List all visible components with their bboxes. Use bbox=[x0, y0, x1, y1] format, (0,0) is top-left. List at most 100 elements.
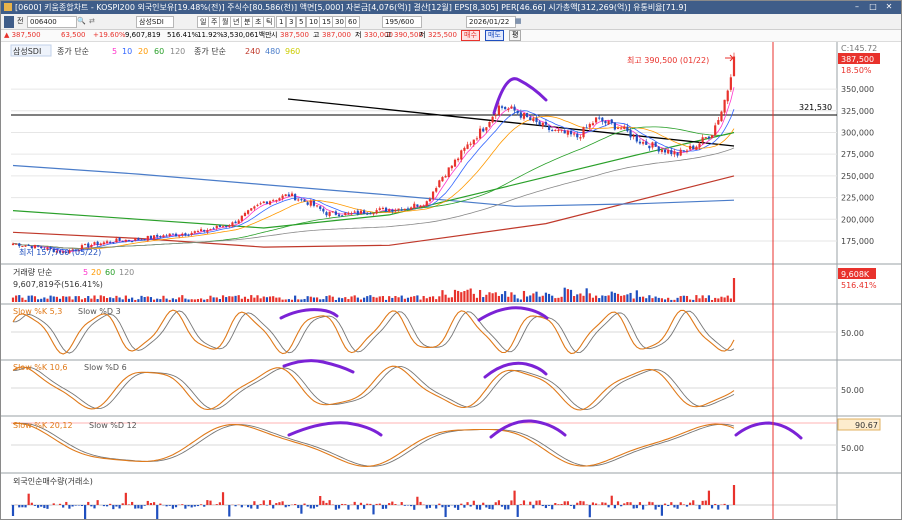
trend-line[interactable] bbox=[287, 98, 735, 147]
volume-bar bbox=[585, 288, 588, 302]
interval-1-button[interactable]: 1 bbox=[276, 16, 287, 28]
volume-bar bbox=[607, 295, 610, 302]
volume-bar bbox=[65, 296, 68, 302]
foreign-bar bbox=[663, 503, 667, 505]
foreign-bar bbox=[52, 503, 55, 505]
foreign-bar bbox=[685, 505, 689, 507]
foreign-bar bbox=[24, 505, 27, 508]
candle-body bbox=[641, 142, 645, 144]
candle-body bbox=[231, 222, 234, 227]
volume-bar bbox=[146, 296, 149, 302]
foreign-bar bbox=[294, 504, 297, 505]
candle-body bbox=[732, 56, 736, 77]
volume-bar bbox=[547, 293, 551, 302]
buy-button[interactable]: 매수 bbox=[461, 30, 480, 41]
foreign-bar bbox=[504, 505, 507, 510]
search-icon[interactable]: 🔍 bbox=[77, 17, 86, 25]
candle-body bbox=[516, 110, 519, 114]
candle-body bbox=[463, 147, 466, 151]
candle-body bbox=[149, 235, 153, 239]
foreign-bar bbox=[300, 505, 303, 514]
volume-bar bbox=[576, 294, 579, 302]
volume-bar bbox=[178, 297, 181, 302]
period-year-button[interactable]: 년 bbox=[230, 16, 243, 28]
candle-body bbox=[695, 146, 698, 150]
volume-bar bbox=[535, 291, 538, 302]
volume-value-text: 9,607,819주(516.41%) bbox=[13, 280, 103, 289]
stock-code-input[interactable]: 006400 bbox=[27, 16, 77, 28]
calendar-icon[interactable]: ▦ bbox=[515, 17, 522, 25]
volume-bar bbox=[416, 295, 419, 302]
candle-body bbox=[573, 133, 576, 135]
interval-10-button[interactable]: 10 bbox=[306, 16, 321, 28]
mode-button[interactable]: 전 bbox=[17, 17, 24, 25]
chart-area[interactable]: 175,000 200,000 225,000 250,000 275,000 300,0… bbox=[1, 42, 901, 519]
foreign-bar bbox=[137, 505, 140, 509]
volume-bar bbox=[667, 297, 670, 302]
minimize-button[interactable]: – bbox=[855, 2, 859, 11]
foreign-bar bbox=[579, 500, 582, 505]
price-change: 63,500 bbox=[61, 31, 86, 39]
interval-3-button[interactable]: 3 bbox=[286, 16, 297, 28]
candle-body bbox=[193, 231, 196, 233]
candle-body bbox=[707, 136, 711, 139]
foreign-bar bbox=[610, 495, 613, 505]
foreign-bar bbox=[547, 505, 551, 506]
volume-bar bbox=[143, 297, 146, 302]
stock-name-field[interactable]: 삼성SDI bbox=[136, 16, 174, 28]
foreign-bar bbox=[469, 505, 472, 507]
candle-body bbox=[181, 233, 184, 236]
volume-bar bbox=[579, 293, 582, 302]
volume-bar bbox=[315, 297, 319, 302]
turnover-value: 11.92% bbox=[197, 31, 224, 39]
volume-bar bbox=[209, 295, 212, 302]
volume-bar bbox=[218, 298, 221, 302]
candle-body bbox=[152, 235, 156, 240]
sell-button[interactable]: 매도 bbox=[485, 30, 504, 41]
volume-legend-120: 120 bbox=[119, 268, 134, 277]
period-tick-button[interactable]: 틱 bbox=[263, 16, 276, 28]
foreign-bar bbox=[112, 505, 115, 510]
volume-bar bbox=[137, 299, 140, 302]
candle-body bbox=[645, 141, 648, 145]
foreign-bar bbox=[438, 503, 441, 505]
volume-bar bbox=[228, 296, 231, 302]
candle-body bbox=[46, 247, 49, 250]
candle-body bbox=[425, 201, 428, 207]
foreign-bar bbox=[651, 502, 654, 505]
volume-bar bbox=[247, 298, 250, 302]
volume-bar bbox=[676, 297, 679, 302]
foreign-bar bbox=[485, 505, 488, 508]
candle-body bbox=[435, 188, 438, 192]
volume-legend-60: 60 bbox=[105, 268, 115, 277]
date-field[interactable]: 2026/01/22 bbox=[466, 16, 516, 28]
foreign-bar bbox=[218, 502, 221, 505]
volume-bar bbox=[221, 295, 225, 302]
foreign-bar bbox=[478, 505, 482, 510]
foreign-bar bbox=[40, 505, 43, 507]
candle-body bbox=[256, 204, 259, 206]
interval-5-button[interactable]: 5 bbox=[296, 16, 307, 28]
maximize-button[interactable]: □ bbox=[869, 2, 877, 11]
candle-body bbox=[174, 233, 178, 236]
candle-body bbox=[206, 230, 209, 233]
volume-bar bbox=[366, 296, 369, 302]
candle-body bbox=[134, 238, 137, 241]
menu-icon[interactable] bbox=[4, 16, 14, 28]
candle-body bbox=[660, 149, 663, 152]
volume-bar bbox=[507, 296, 510, 302]
foreign-bar bbox=[541, 505, 544, 507]
candle-body bbox=[278, 198, 281, 201]
average-button[interactable]: 평 bbox=[509, 30, 522, 41]
volume-bar bbox=[11, 297, 15, 302]
link-icon[interactable]: ⇄ bbox=[89, 17, 95, 25]
volume-tag: 9,608K bbox=[841, 270, 870, 279]
close-button[interactable]: ✕ bbox=[885, 2, 893, 11]
interval-60-button[interactable]: 60 bbox=[345, 16, 360, 28]
ma-legend-60: 60 bbox=[154, 47, 164, 56]
stock-chart-svg[interactable]: 175,000 200,000 225,000 250,000 275,000 300,0… bbox=[1, 42, 901, 519]
stoch-d-line bbox=[13, 366, 735, 411]
data-count-field[interactable]: 195/600 bbox=[382, 16, 422, 28]
foreign-bar bbox=[90, 505, 93, 507]
candle-body bbox=[99, 243, 102, 246]
